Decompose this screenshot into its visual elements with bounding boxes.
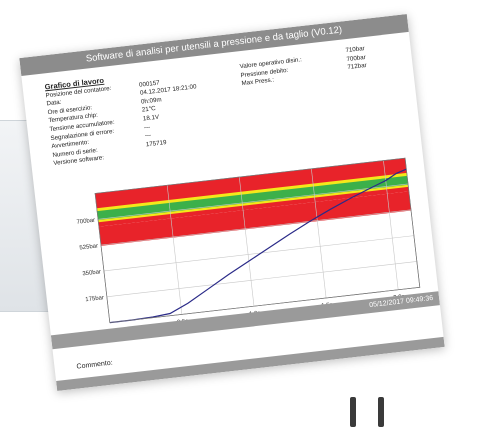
cable-left bbox=[350, 397, 356, 427]
grid-line-x bbox=[383, 160, 399, 290]
report-sheet: Software di analisi per utensili a press… bbox=[19, 14, 445, 391]
pressure-chart: 0.5s1.0s1.5s2.0s175bar350bar525bar700bar bbox=[76, 157, 421, 326]
right-info-labels: Valore operativo disin.: Pressione debit… bbox=[239, 56, 304, 89]
y-tick-label: 525bar bbox=[79, 243, 98, 251]
y-tick-label: 700bar bbox=[76, 218, 95, 226]
bottom-bar bbox=[56, 336, 445, 391]
grid-line-x bbox=[238, 176, 255, 307]
left-info-values: 000157 04.12.2017 18:21:00 0h:09m 21°C 1… bbox=[138, 66, 203, 149]
left-info-labels: Grafico di lavoro Posizione del contator… bbox=[44, 76, 119, 169]
right-info-values: 710bar 700bar 712bar bbox=[345, 45, 367, 73]
grid-line-y bbox=[103, 235, 414, 272]
y-tick-label: 175bar bbox=[85, 295, 104, 303]
grid-line-x bbox=[311, 168, 327, 298]
plot-border bbox=[94, 157, 421, 323]
field-value: 712bar bbox=[347, 62, 368, 72]
grid-line-x bbox=[166, 185, 183, 315]
tolerance-band bbox=[98, 191, 412, 246]
timestamp: 05/12/2017 09:49:36 bbox=[368, 294, 434, 310]
y-tick-label: 350bar bbox=[82, 269, 101, 277]
pressure-series-line bbox=[109, 168, 407, 324]
comment-label: Commento: bbox=[76, 359, 113, 371]
grid-line-y bbox=[100, 209, 412, 246]
grid-line-y bbox=[98, 183, 409, 220]
cable-right bbox=[378, 397, 384, 427]
grid-line-y bbox=[106, 261, 417, 298]
tolerance-band bbox=[97, 175, 409, 221]
